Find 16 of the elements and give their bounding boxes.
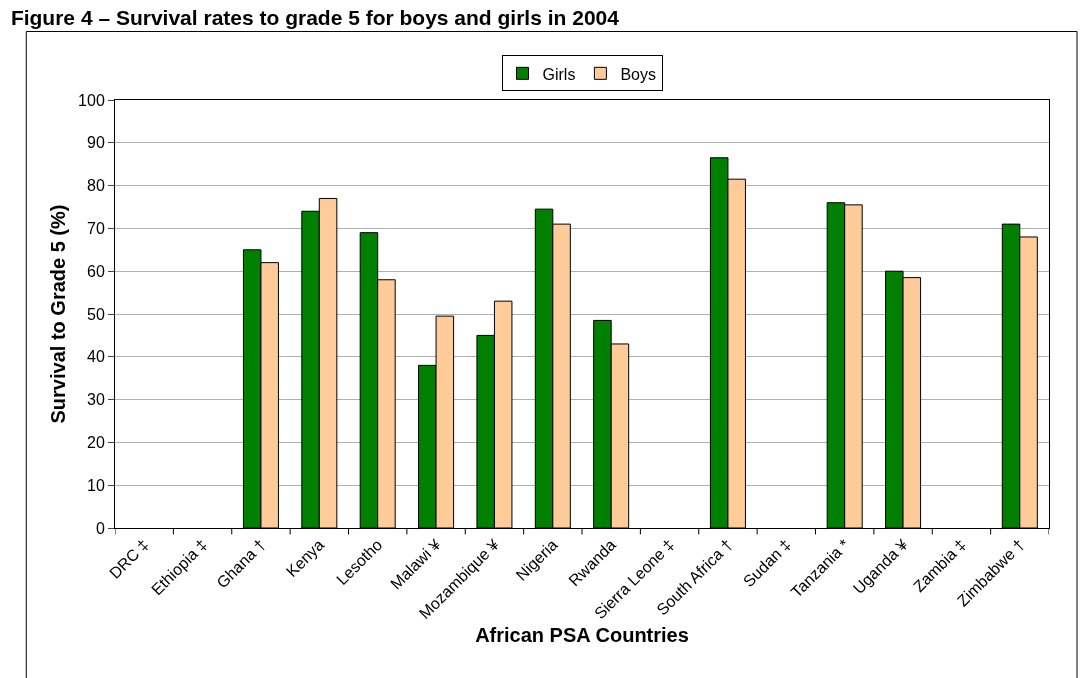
y-tick-label: 40 bbox=[87, 348, 105, 366]
chart-title: Figure 4 – Survival rates to grade 5 for boys and girls in 2004 bbox=[10, 5, 620, 29]
y-tick-label: 70 bbox=[87, 220, 105, 237]
y-tick-label: 90 bbox=[87, 134, 105, 152]
legend-label: Girls bbox=[542, 65, 576, 83]
y-tick-label: 0 bbox=[95, 519, 105, 537]
y-tick-label: 50 bbox=[87, 305, 105, 323]
y-tick-label: 60 bbox=[87, 262, 105, 280]
y-tick-label: 30 bbox=[87, 391, 105, 409]
y-tick-label: 20 bbox=[87, 434, 105, 451]
y-axis-title: Survival to Grade 5 (%) bbox=[47, 204, 69, 424]
y-tick-label: 100 bbox=[78, 91, 105, 109]
legend-label: Boys bbox=[620, 65, 656, 83]
x-axis-title: African PSA Countries bbox=[475, 624, 689, 647]
y-tick-label: 10 bbox=[87, 476, 105, 494]
y-tick-label: 80 bbox=[87, 177, 105, 195]
